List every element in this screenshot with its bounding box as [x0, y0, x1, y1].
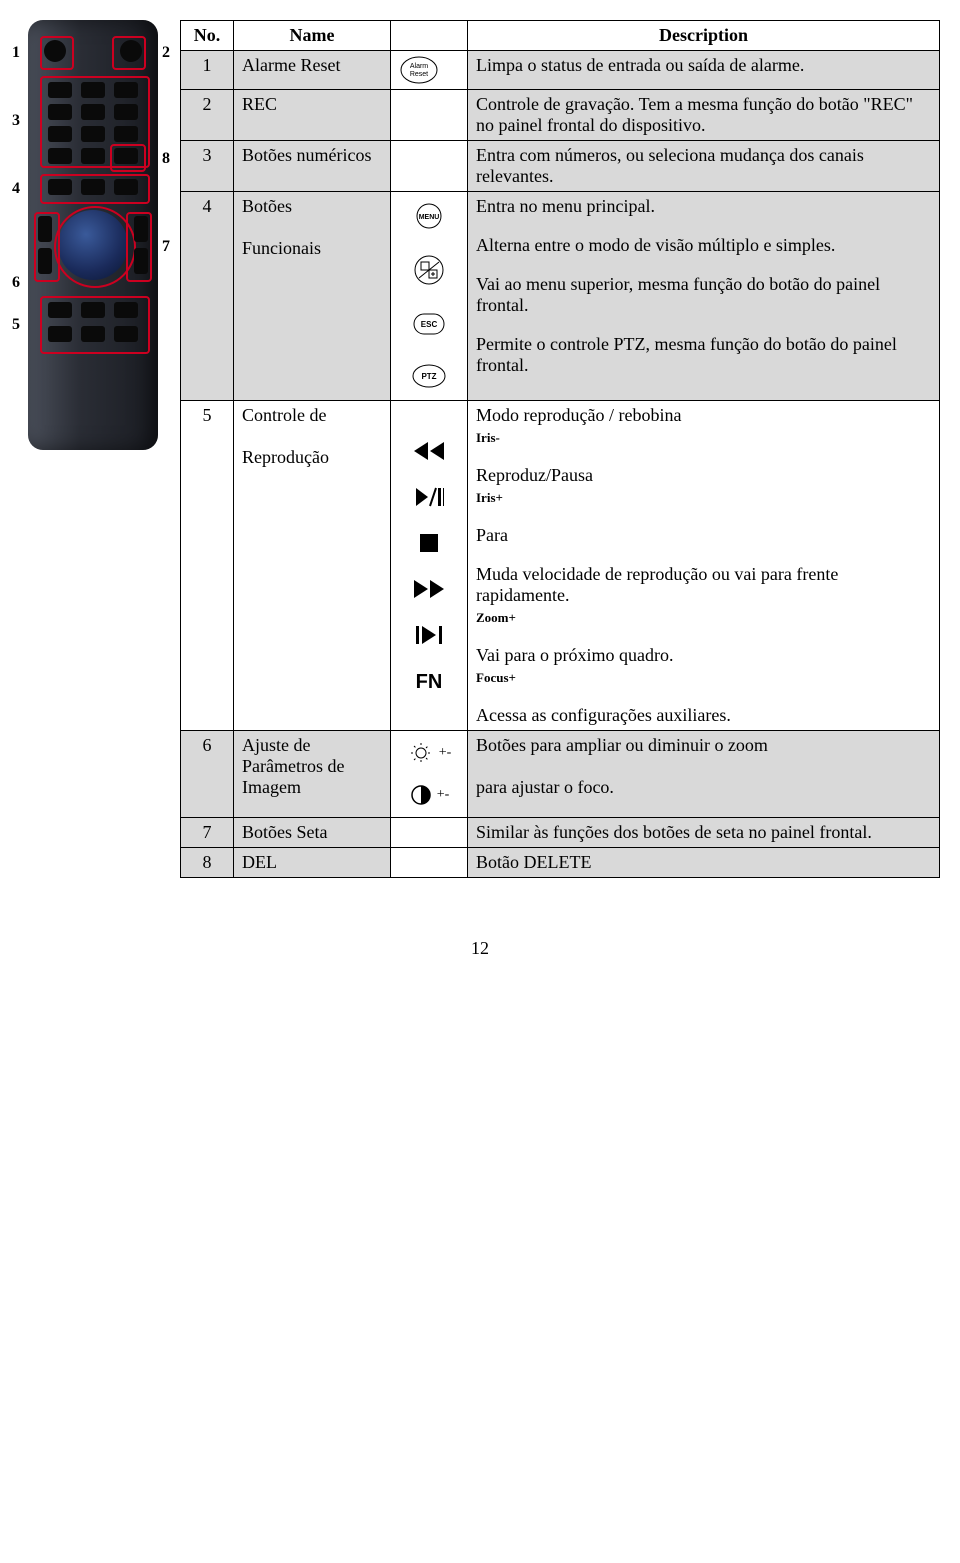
- next-frame-icon: [414, 624, 444, 646]
- fast-forward-icon: [412, 578, 446, 600]
- callout-7: 7: [162, 238, 170, 256]
- header-no: No.: [181, 21, 234, 51]
- play-pause-icon: [414, 486, 444, 508]
- row-name: DEL: [234, 848, 391, 878]
- svg-text:ESC: ESC: [421, 320, 438, 329]
- callout-2: 2: [162, 44, 170, 62]
- row-name: Alarme Reset: [234, 51, 391, 90]
- row-desc: Entra com números, ou seleciona mudança …: [468, 141, 940, 192]
- row-name: Ajuste de Parâmetros de Imagem: [234, 731, 391, 818]
- row-desc: Botões para ampliar ou diminuir o zoom p…: [468, 731, 940, 818]
- callout-1: 1: [12, 44, 20, 62]
- callout-6: 6: [12, 274, 20, 292]
- row-desc: Botão DELETE: [468, 848, 940, 878]
- header-desc: Description: [468, 21, 940, 51]
- row-name: REC: [234, 90, 391, 141]
- svg-text:Reset: Reset: [410, 71, 428, 78]
- row-no: 2: [181, 90, 234, 141]
- svg-text:FN: FN: [416, 671, 443, 692]
- fn-icon: FN: [411, 670, 447, 692]
- row-no: 8: [181, 848, 234, 878]
- row-desc: Similar às funções dos botões de seta no…: [468, 818, 940, 848]
- table-row: 8 DEL Botão DELETE: [181, 848, 940, 878]
- row-desc: Controle de gravação. Tem a mesma função…: [468, 90, 940, 141]
- callout-5: 5: [12, 316, 20, 334]
- table-row: 4 Botões Funcionais MENU: [181, 192, 940, 401]
- row-desc: Entra no menu principal. Alterna entre o…: [468, 192, 940, 401]
- stop-icon: [418, 532, 440, 554]
- callout-8: 8: [162, 150, 170, 168]
- callout-3: 3: [12, 112, 20, 130]
- table-row: 5 Controle de Reprodução: [181, 401, 940, 731]
- row-name: Botões Seta: [234, 818, 391, 848]
- svg-text:Alarm: Alarm: [410, 63, 428, 70]
- menu-icon: MENU: [409, 202, 449, 230]
- multiview-icon: [409, 254, 449, 286]
- remote-description-table: No. Name Description 1 Alarme Reset Alar…: [180, 20, 940, 878]
- row-no: 7: [181, 818, 234, 848]
- row-name: Botões numéricos: [234, 141, 391, 192]
- table-row: 2 REC Controle de gravação. Tem a mesma …: [181, 90, 940, 141]
- contrast-icon: [409, 783, 433, 807]
- table-row: 7 Botões Seta Similar às funções dos bot…: [181, 818, 940, 848]
- row-name: Botões Funcionais: [234, 192, 391, 401]
- header-name: Name: [234, 21, 391, 51]
- brightness-icon: [407, 741, 435, 765]
- row-no: 5: [181, 401, 234, 731]
- page-number: 12: [20, 938, 940, 959]
- remote-illustration: 1 2 3 4 5 6 7 8: [20, 20, 165, 878]
- row-no: 1: [181, 51, 234, 90]
- table-row: 6 Ajuste de Parâmetros de Imagem: [181, 731, 940, 818]
- row-desc: Limpa o status de entrada ou saída de al…: [468, 51, 940, 90]
- row-name: Controle de Reprodução: [234, 401, 391, 731]
- table-row: 1 Alarme Reset Alarm Reset Limpa o statu…: [181, 51, 940, 90]
- ptz-icon: PTZ: [409, 362, 449, 390]
- callout-4: 4: [12, 180, 20, 198]
- esc-icon: ESC: [409, 310, 449, 338]
- row-desc: Modo reprodução / rebobina Iris- Reprodu…: [468, 401, 940, 731]
- table-row: 3 Botões numéricos Entra com números, ou…: [181, 141, 940, 192]
- row-no: 4: [181, 192, 234, 401]
- alarm-reset-icon: Alarm Reset: [399, 55, 439, 85]
- svg-text:MENU: MENU: [419, 214, 440, 221]
- rewind-icon: [412, 440, 446, 462]
- row-no: 3: [181, 141, 234, 192]
- row-no: 6: [181, 731, 234, 818]
- svg-text:PTZ: PTZ: [421, 372, 436, 381]
